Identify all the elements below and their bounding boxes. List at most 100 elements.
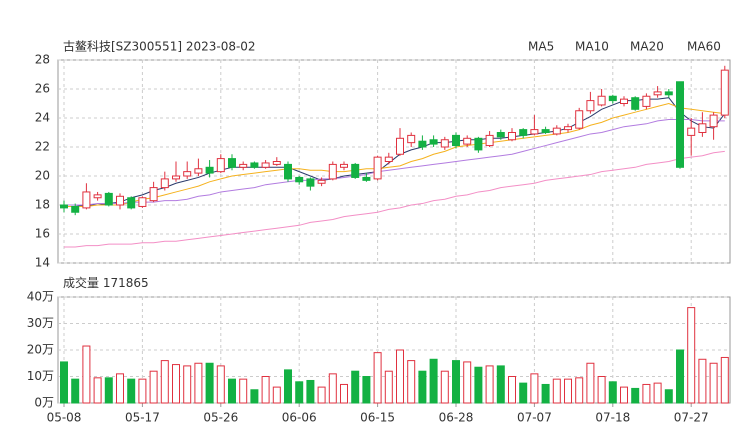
volume-bar: [71, 378, 80, 404]
y-tick-label: 26: [35, 82, 50, 96]
volume-bar: [384, 370, 393, 404]
y-tick-label: 20: [35, 169, 50, 183]
candle-body: [306, 178, 315, 187]
candle-body: [463, 137, 472, 145]
x-tick-label: 07-18: [595, 411, 630, 425]
volume-bar: [239, 378, 248, 404]
candle-body: [228, 158, 236, 168]
y-tick-label: 30万: [27, 316, 54, 330]
candle-body: [418, 140, 427, 148]
candle-body: [295, 176, 304, 183]
legend-entry: MA20: [630, 40, 664, 54]
candle-body: [496, 132, 505, 138]
y-tick-label: 14: [35, 256, 50, 270]
candle-body: [172, 175, 180, 180]
candle-body: [586, 100, 595, 112]
x-tick-label: 05-26: [203, 411, 238, 425]
volume-bar: [664, 389, 673, 404]
candle-body: [149, 187, 158, 202]
volume-bar: [720, 356, 729, 404]
y-tick-label: 22: [35, 140, 50, 154]
volume-bar: [463, 361, 472, 404]
y-tick-label: 20万: [27, 343, 54, 357]
candle-body: [709, 114, 718, 128]
volume-label: 成交量: [63, 275, 99, 290]
volume-bar: [620, 386, 628, 404]
volume-bar: [172, 364, 180, 404]
volume-bar: [474, 366, 483, 404]
volume-bar: [575, 377, 584, 404]
volume-bar: [508, 376, 516, 404]
volume-bar: [452, 360, 460, 404]
ma-line: [64, 102, 725, 207]
volume-bar: [597, 376, 606, 404]
volume-title: 成交量 171865: [63, 275, 149, 290]
volume-bar: [60, 361, 68, 404]
candle-body: [631, 97, 640, 110]
ma-line: [64, 118, 725, 206]
candle-body: [284, 163, 292, 180]
volume-bar: [586, 362, 595, 404]
candle-body: [239, 163, 248, 168]
candle-body: [530, 129, 539, 135]
chart-title: 古鳌科技[SZ300551] 2023-08-02: [63, 39, 256, 54]
volume-bar: [317, 386, 326, 404]
volume-bar: [250, 389, 259, 404]
volume-bar: [160, 360, 169, 404]
volume-bar: [216, 365, 225, 404]
volume-bar: [116, 373, 124, 404]
volume-bar: [306, 379, 315, 404]
candle-body: [698, 123, 707, 134]
candle-body: [373, 156, 382, 180]
candle-body: [362, 176, 371, 181]
legend-entry: MA60: [687, 40, 721, 54]
volume-bar: [138, 378, 147, 404]
candle-body: [250, 162, 259, 168]
volume-bar: [272, 386, 281, 404]
volume-bar: [82, 345, 91, 404]
volume-bar: [149, 370, 158, 404]
volume-bar: [698, 358, 707, 404]
candle-body: [205, 166, 214, 174]
volume-bar: [194, 362, 203, 404]
candle-body: [519, 129, 528, 136]
candle-body: [127, 197, 136, 209]
volume-bar: [373, 352, 382, 404]
candle-body: [384, 156, 393, 162]
volume-bar: [519, 382, 528, 404]
candle-body: [407, 134, 416, 144]
volume-bar: [485, 365, 494, 404]
candle-body: [452, 134, 460, 147]
volume-bar: [205, 362, 214, 404]
volume-bar: [418, 370, 427, 404]
candle-body: [474, 137, 483, 151]
volume-bar: [284, 369, 292, 404]
x-tick-label: 06-28: [439, 411, 474, 425]
candle-body: [597, 95, 606, 106]
candle-body: [138, 197, 147, 207]
volume-bar: [709, 362, 718, 404]
candle-body: [93, 194, 102, 199]
candle-body: [552, 127, 561, 135]
candle-body: [541, 129, 550, 134]
candle-body: [160, 178, 169, 189]
volume-bar: [564, 378, 572, 404]
volume-bar: [631, 387, 640, 404]
candle-body: [653, 91, 662, 96]
x-tick-label: 05-08: [47, 411, 82, 425]
volume-bar: [396, 349, 404, 404]
y-tick-label: 16: [35, 227, 50, 241]
candle-body: [71, 205, 80, 213]
volume-bar: [552, 378, 561, 404]
candle-body: [564, 126, 572, 131]
candle-body: [608, 95, 617, 102]
volume-bar: [362, 376, 371, 404]
candle-body: [340, 163, 348, 168]
candle-body: [508, 132, 516, 141]
volume-bar: [653, 382, 662, 404]
candle-body: [351, 163, 360, 178]
y-tick-label: 0万: [34, 396, 54, 410]
price-frame: [57, 59, 731, 264]
candle-body: [396, 137, 404, 155]
volume-bar: [104, 377, 113, 404]
